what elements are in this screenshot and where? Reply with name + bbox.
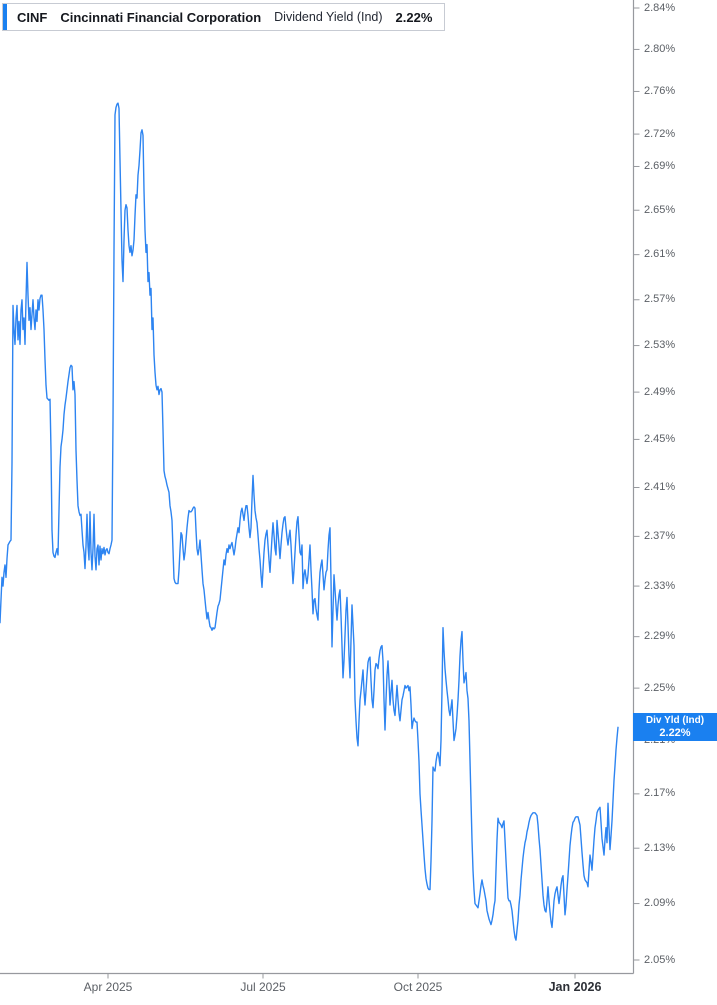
y-tick-label: 2.09% — [644, 897, 676, 910]
dividend-yield-line[interactable] — [0, 102, 619, 941]
y-tick-label: 2.45% — [644, 432, 676, 445]
ticker-symbol: CINF — [17, 9, 48, 25]
y-tick-label: 2.17% — [644, 787, 676, 800]
y-tick-label: 2.05% — [644, 953, 676, 966]
x-tick-label: Jul 2025 — [240, 980, 286, 994]
y-tick-label: 2.69% — [644, 159, 676, 172]
y-tick-label: 2.57% — [644, 293, 676, 306]
x-tick-label: Jan 2026 — [548, 980, 602, 994]
y-tick-label: 2.61% — [644, 248, 676, 261]
y-tick-label: 2.49% — [644, 385, 676, 398]
y-tick-label: 2.25% — [644, 681, 676, 694]
y-tick-label: 2.65% — [644, 203, 676, 216]
y-tick-label: 2.33% — [644, 579, 676, 592]
badge-value: 2.22% — [659, 727, 691, 740]
metric-name: Dividend Yield (Ind) — [274, 10, 383, 24]
y-tick-label: 2.84% — [644, 1, 676, 14]
y-tick-label: 2.53% — [644, 339, 676, 352]
y-tick-label: 2.37% — [644, 529, 676, 542]
legend-accent-bar — [3, 4, 7, 30]
y-tick-label: 2.41% — [644, 480, 676, 493]
badge-metric-label: Div Yld (Ind) — [645, 715, 705, 727]
company-name: Cincinnati Financial Corporation — [60, 9, 262, 25]
y-tick-label: 2.76% — [644, 84, 676, 97]
y-tick-label: 2.72% — [644, 127, 676, 140]
metric-value: 2.22% — [395, 9, 433, 25]
last-value-badge: Div Yld (Ind) 2.22% — [633, 713, 717, 742]
y-tick-label: 2.80% — [644, 42, 676, 55]
x-tick-label: Apr 2025 — [83, 980, 133, 994]
y-tick-label: 2.13% — [644, 841, 676, 854]
y-tick-label: 2.29% — [644, 630, 676, 643]
chart-legend: CINF Cincinnati Financial Corporation Di… — [2, 3, 446, 31]
x-tick-label: Oct 2025 — [393, 980, 443, 994]
